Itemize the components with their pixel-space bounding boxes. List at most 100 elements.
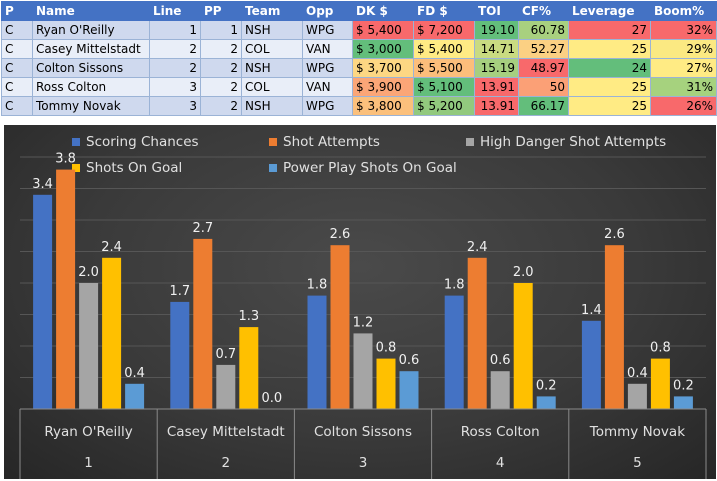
bar [307, 295, 327, 409]
data-label: 0.2 [536, 378, 557, 393]
table-cell: NSH [241, 20, 303, 40]
column-header: Boom% [650, 1, 717, 21]
table-cell: $ 7,200 [413, 20, 475, 40]
table-cell: WPG [302, 96, 353, 116]
data-label: 3.8 [55, 152, 76, 167]
table-cell: WPG [302, 58, 353, 78]
table-cell: $ 5,100 [413, 77, 475, 97]
table-body: C Ryan O'Reilly 1 1 NSH WPG $ 5,400 $ 7,200 19.1… [1, 20, 717, 116]
data-label: 0.2 [673, 378, 694, 393]
category-index-label: 3 [359, 455, 368, 471]
table-cell: 2 [149, 39, 201, 59]
table-row: C Colton Sissons 2 2 NSH WPG $ 3,700 $ 5,500 15.… [1, 58, 717, 78]
data-label: 0.8 [376, 341, 397, 356]
category-index-label: 5 [633, 455, 642, 471]
table-cell: 31% [650, 77, 717, 97]
table-cell: 25 [568, 39, 651, 59]
legend-label: Shot Attempts [283, 134, 380, 150]
legend-label: Scoring Chances [86, 134, 199, 150]
bar [627, 383, 647, 409]
category-label: Ross Colton [461, 424, 540, 440]
bar [467, 257, 487, 409]
table-cell: $ 5,400 [352, 20, 414, 40]
data-label: 2.6 [604, 227, 625, 242]
table-cell: 2 [200, 58, 242, 78]
legend-swatch [269, 138, 277, 146]
bar [604, 245, 624, 409]
table-cell: 32% [650, 20, 717, 40]
legend-label: High Danger Shot Attempts [480, 134, 666, 150]
table-cell: 1 [149, 20, 201, 40]
column-header: PP [200, 1, 242, 21]
table-cell: COL [241, 39, 303, 59]
bar [216, 364, 236, 409]
bar [239, 327, 259, 409]
table-cell: $ 5,200 [413, 96, 475, 116]
column-header: Line [149, 1, 201, 21]
bar [33, 194, 53, 409]
data-label: 0.0 [261, 391, 282, 406]
column-header: Opp [302, 1, 353, 21]
legend-swatch [72, 164, 80, 172]
table-cell: 3 [149, 96, 201, 116]
table-cell: $ 5,400 [413, 39, 475, 59]
table-cell: 27 [568, 20, 651, 40]
category-label: Tommy Novak [589, 424, 685, 440]
data-label: 0.6 [490, 353, 511, 368]
table-cell: COL [241, 77, 303, 97]
table-cell: NSH [241, 58, 303, 78]
category-index-label: 4 [496, 455, 505, 471]
table-cell: 1 [200, 20, 242, 40]
category-label: Ryan O'Reilly [44, 424, 132, 440]
table-cell: NSH [241, 96, 303, 116]
bar [581, 320, 601, 409]
table-cell: 25 [568, 77, 651, 97]
table-cell: 19.10 [474, 20, 519, 40]
bar [330, 245, 350, 409]
table-cell: 24 [568, 58, 651, 78]
table-cell: 2 [200, 39, 242, 59]
data-label: 1.2 [353, 315, 374, 330]
table-cell: 15.19 [474, 58, 519, 78]
legend-swatch [269, 164, 277, 172]
bar [536, 396, 556, 409]
column-header: FD $ [413, 1, 475, 21]
bar [79, 283, 99, 409]
table-cell: Casey Mittelstadt [32, 39, 150, 59]
legend-swatch [72, 138, 80, 146]
table-cell: WPG [302, 20, 353, 40]
table-header-row: P Name Line PP Team Opp DK $ FD $ TOI CF% Leverage… [1, 1, 717, 21]
legend-label: Power Play Shots On Goal [283, 160, 457, 176]
table-cell: Colton Sissons [32, 58, 150, 78]
category-label: Colton Sissons [314, 424, 412, 440]
table-row: C Ryan O'Reilly 1 1 NSH WPG $ 5,400 $ 7,200 19.1… [1, 20, 717, 40]
bar [170, 301, 190, 409]
bar [490, 371, 510, 409]
table-cell: 13.91 [474, 77, 519, 97]
table-cell: 2 [200, 96, 242, 116]
table-cell: 26% [650, 96, 717, 116]
table-cell: 66.17 [518, 96, 569, 116]
legend-swatch [466, 138, 474, 146]
table-cell: Ross Colton [32, 77, 150, 97]
table-cell: C [1, 20, 33, 40]
table-cell: $ 3,700 [352, 58, 414, 78]
data-label: 1.7 [169, 284, 190, 299]
table-cell: 60.78 [518, 20, 569, 40]
bar [193, 238, 213, 409]
column-header: CF% [518, 1, 569, 21]
table-cell: $ 3,900 [352, 77, 414, 97]
table-row: C Tommy Novak 3 2 NSH WPG $ 3,800 $ 5,200 13.91 6… [1, 96, 717, 116]
table-cell: VAN [302, 77, 353, 97]
legend-label: Shots On Goal [86, 160, 182, 176]
table-row: C Ross Colton 3 2 COL VAN $ 3,900 $ 5,100 13.91 5… [1, 77, 717, 97]
data-label: 2.4 [101, 240, 122, 255]
data-label: 2.6 [330, 227, 351, 242]
data-label: 0.4 [627, 366, 648, 381]
bar [125, 383, 145, 409]
table-cell: C [1, 58, 33, 78]
table-cell: C [1, 77, 33, 97]
bar [650, 358, 670, 409]
table-cell: $ 3,800 [352, 96, 414, 116]
table-cell: VAN [302, 39, 353, 59]
